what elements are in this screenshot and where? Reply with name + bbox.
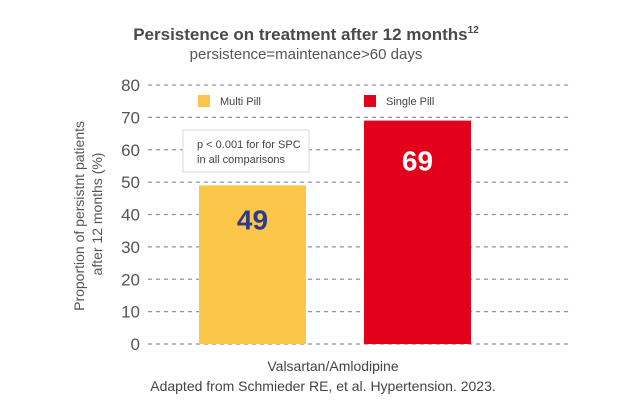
- annotation-line-1: p < 0.001 for for SPC: [197, 139, 301, 151]
- y-axis-label: Proportion of persistnt patients after 1…: [71, 117, 105, 311]
- y-tick-label-60: 60: [121, 141, 140, 160]
- y-tick-label-40: 40: [121, 206, 140, 225]
- chart-title-main: Persistence on treatment after 12 months: [133, 25, 467, 44]
- legend-label-multi-pill: Multi Pill: [220, 96, 261, 108]
- chart-title-superscript: 12: [468, 25, 480, 36]
- legend: Multi Pill Single Pill: [198, 95, 434, 108]
- chart-subtitle: persistence=maintenance>60 days: [190, 46, 423, 63]
- y-tick-label-20: 20: [121, 270, 140, 289]
- y-tick-label-10: 10: [121, 303, 140, 322]
- source-note: Adapted from Schmieder RE, et al. Hypert…: [150, 378, 496, 394]
- y-tick-label-0: 0: [131, 335, 140, 354]
- y-tick-label-70: 70: [121, 108, 140, 127]
- legend-swatch-single-pill: [364, 95, 376, 107]
- y-tick-label-80: 80: [121, 76, 140, 95]
- legend-label-single-pill: Single Pill: [386, 96, 434, 108]
- y-tick-label-50: 50: [121, 173, 140, 192]
- annotation-box: [182, 129, 310, 173]
- data-label-single-pill: 69: [402, 146, 433, 177]
- annotation-line-2: in all comparisons: [197, 154, 286, 166]
- x-axis-label: Valsartan/Amlodipine: [267, 358, 398, 374]
- bar-multi-pill: [199, 185, 306, 344]
- legend-swatch-multi-pill: [198, 95, 210, 107]
- data-label-multi-pill: 49: [237, 205, 268, 236]
- y-axis-label-line-2: after 12 months (%): [89, 153, 105, 276]
- y-tick-label-30: 30: [121, 238, 140, 257]
- bar-single-pill: [364, 120, 471, 344]
- chart-title: Persistence on treatment after 12 months…: [133, 25, 479, 44]
- y-tick-labels: 0 10 20 30 40 50 60 70 80: [121, 76, 140, 354]
- gridlines: [148, 84, 570, 345]
- y-axis-label-line-1: Proportion of persistnt patients: [71, 121, 87, 311]
- bars: 49 69: [199, 120, 471, 344]
- significance-annotation: p < 0.001 for for SPC in all comparisons: [182, 129, 310, 173]
